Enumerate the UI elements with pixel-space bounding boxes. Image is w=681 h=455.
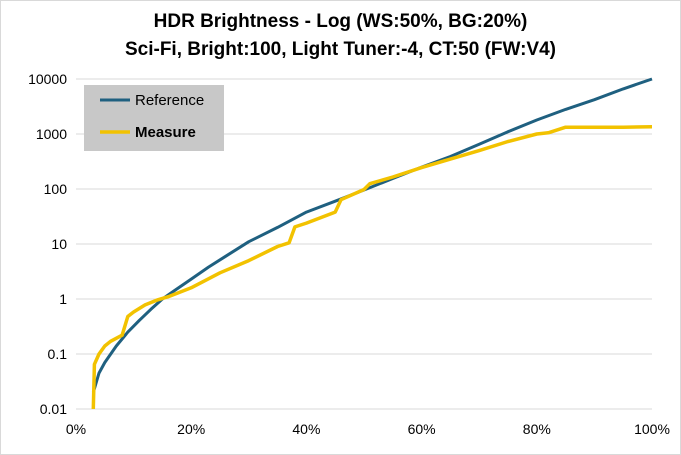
y-tick-label: 1 xyxy=(59,291,67,307)
series-line-measure xyxy=(91,125,653,410)
x-tick-label: 60% xyxy=(408,421,436,437)
series-line-reference xyxy=(91,77,653,393)
chart-title: HDR Brightness - Log (WS:50%, BG:20%) xyxy=(153,11,528,32)
y-tick-label: 10 xyxy=(51,236,67,252)
x-tick-label: 80% xyxy=(523,421,551,437)
legend-box xyxy=(84,85,224,151)
x-tick-label: 20% xyxy=(177,421,205,437)
y-tick-label: 10000 xyxy=(28,71,67,87)
y-tick-label: 0.01 xyxy=(40,401,67,417)
x-tick-label: 100% xyxy=(634,421,670,437)
y-tick-label: 0.1 xyxy=(48,346,68,362)
legend-label: Reference xyxy=(135,92,204,109)
y-tick-label: 100 xyxy=(44,181,68,197)
x-tick-label: 40% xyxy=(292,421,320,437)
legend-label: Measure xyxy=(135,124,196,141)
y-tick-label: 1000 xyxy=(36,126,67,142)
chart-subtitle: Sci-Fi, Bright:100, Light Tuner:-4, CT:5… xyxy=(124,39,557,60)
x-tick-label: 0% xyxy=(66,421,86,437)
